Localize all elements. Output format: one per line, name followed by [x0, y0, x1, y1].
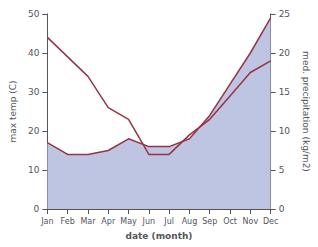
svg-text:Jun: Jun [142, 217, 156, 226]
svg-text:50: 50 [28, 9, 40, 19]
svg-text:0: 0 [279, 204, 285, 214]
svg-text:Jul: Jul [163, 217, 174, 226]
svg-text:0: 0 [34, 204, 40, 214]
svg-text:5: 5 [279, 165, 285, 175]
svg-text:Nov: Nov [243, 217, 259, 226]
svg-text:15: 15 [279, 87, 290, 97]
svg-text:20: 20 [279, 48, 291, 58]
svg-text:Sep: Sep [202, 217, 217, 226]
svg-text:Feb: Feb [61, 217, 75, 226]
svg-text:May: May [120, 217, 137, 226]
svg-text:Aug: Aug [182, 217, 198, 226]
svg-text:30: 30 [28, 87, 40, 97]
svg-text:max temp (C): max temp (C) [8, 80, 18, 142]
svg-text:10: 10 [28, 165, 40, 175]
svg-text:date (month): date (month) [126, 231, 193, 241]
svg-text:10: 10 [279, 126, 291, 136]
svg-text:Mar: Mar [80, 217, 96, 226]
svg-text:Jan: Jan [40, 217, 53, 226]
svg-text:Dec: Dec [263, 217, 278, 226]
svg-text:20: 20 [28, 126, 40, 136]
svg-text:40: 40 [28, 48, 40, 58]
svg-text:Oct: Oct [223, 217, 237, 226]
svg-text:Apr: Apr [101, 217, 116, 226]
svg-text:med. precipitation (kg/m2): med. precipitation (kg/m2) [301, 51, 311, 172]
svg-text:25: 25 [279, 9, 290, 19]
